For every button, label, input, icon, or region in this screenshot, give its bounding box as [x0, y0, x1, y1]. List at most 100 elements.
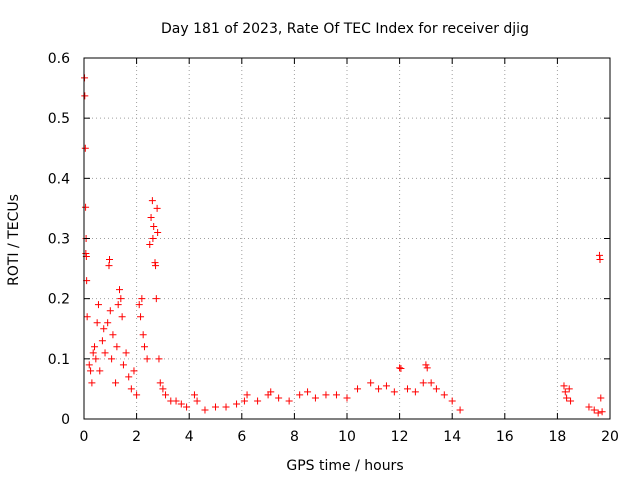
data-point: [153, 204, 161, 212]
data-point: [177, 400, 185, 408]
data-point: [275, 394, 283, 402]
data-point: [148, 197, 156, 205]
data-point: [240, 397, 248, 405]
x-axis-label: GPS time / hours: [286, 458, 403, 474]
data-point: [133, 391, 141, 399]
data-point: [101, 349, 109, 357]
data-point: [285, 397, 293, 405]
axis-ticks: 0 2 4 6 8 10 12 14 16 18 20 0 0.1 0.2 0.3 0.4 0.5 0.6: [48, 51, 619, 445]
y-tick-label: 0.2: [48, 292, 70, 308]
x-tick-label: 10: [338, 429, 356, 445]
data-point: [419, 379, 427, 387]
x-tick-label: 2: [132, 429, 141, 445]
data-point: [332, 391, 340, 399]
y-tick-label: 0.6: [48, 51, 70, 67]
data-point: [106, 307, 114, 315]
data-point: [597, 394, 605, 402]
data-point: [375, 385, 383, 393]
data-point: [139, 331, 147, 339]
data-point: [172, 397, 180, 405]
y-tick-label: 0.3: [48, 232, 70, 248]
y-tick-label: 0.4: [48, 171, 70, 187]
data-point: [146, 241, 154, 249]
x-tick-label: 16: [496, 429, 514, 445]
data-point: [92, 355, 100, 363]
data-point: [88, 379, 96, 387]
y-axis-label: ROTI / TECUs: [6, 194, 22, 286]
data-point: [598, 408, 606, 416]
data-point: [448, 397, 456, 405]
data-point: [243, 391, 251, 399]
x-tick-label: 8: [290, 429, 299, 445]
data-point: [150, 222, 158, 230]
data-point: [183, 403, 191, 411]
data-point: [267, 388, 275, 396]
data-point: [403, 385, 411, 393]
y-tick-label: 0.5: [48, 111, 70, 127]
data-point: [590, 406, 598, 414]
data-point: [154, 228, 162, 236]
data-point: [595, 251, 603, 259]
data-points: [81, 74, 606, 417]
y-tick-label: 0: [61, 412, 70, 428]
data-point: [343, 394, 351, 402]
data-point: [585, 403, 593, 411]
data-point: [109, 331, 117, 339]
data-point: [155, 355, 163, 363]
data-point: [118, 313, 126, 321]
data-point: [94, 301, 102, 309]
data-point: [83, 313, 91, 321]
data-point: [119, 361, 127, 369]
data-point: [89, 349, 97, 357]
data-point: [87, 367, 95, 375]
data-point: [456, 406, 464, 414]
data-point: [96, 367, 104, 375]
data-point: [105, 262, 113, 270]
x-tick-label: 12: [391, 429, 409, 445]
data-point: [233, 400, 241, 408]
data-point: [311, 394, 319, 402]
data-point: [397, 364, 405, 372]
data-point: [151, 259, 159, 267]
grid-lines: [84, 58, 610, 419]
data-point: [422, 361, 430, 369]
data-point: [130, 367, 138, 375]
data-point: [156, 379, 164, 387]
data-point: [81, 92, 89, 100]
x-tick-label: 20: [601, 429, 619, 445]
x-tick-label: 0: [80, 429, 89, 445]
data-point: [212, 403, 219, 411]
data-point: [322, 391, 330, 399]
data-point: [354, 385, 362, 393]
data-point: [567, 397, 575, 405]
data-point: [390, 388, 398, 396]
data-point: [382, 382, 390, 390]
data-point: [596, 256, 604, 264]
data-point: [137, 313, 145, 321]
data-point: [116, 286, 124, 294]
data-point: [411, 388, 419, 396]
data-point: [140, 343, 148, 351]
y-tick-label: 0.1: [48, 352, 70, 368]
data-point: [190, 391, 198, 399]
data-point: [367, 379, 375, 387]
data-point: [396, 364, 404, 372]
data-point: [100, 325, 108, 333]
data-point: [93, 319, 101, 327]
data-point: [108, 355, 116, 363]
data-point: [222, 403, 230, 411]
data-point: [127, 385, 135, 393]
data-point: [423, 364, 431, 372]
data-point: [563, 394, 571, 402]
data-point: [122, 349, 130, 357]
chart-title: Day 181 of 2023, Rate Of TEC Index for r…: [161, 21, 529, 37]
data-point: [193, 397, 201, 405]
data-point: [106, 256, 114, 264]
data-point: [104, 319, 112, 327]
x-tick-label: 14: [443, 429, 461, 445]
data-point: [560, 382, 568, 390]
data-point: [201, 406, 209, 414]
data-point: [85, 361, 93, 369]
data-point: [159, 385, 167, 393]
